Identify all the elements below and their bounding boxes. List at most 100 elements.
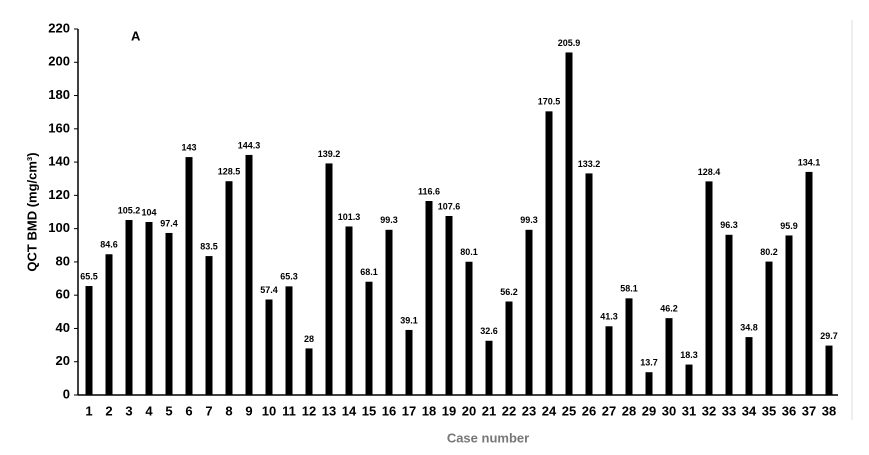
- bar: [425, 201, 433, 395]
- bar: [685, 364, 693, 395]
- bar: [305, 348, 313, 395]
- data-label: 144.3: [238, 140, 261, 150]
- x-tick-label: 32: [702, 403, 716, 418]
- y-tick-label: 60: [56, 287, 70, 302]
- bar: [365, 281, 373, 395]
- data-label: 205.9: [558, 38, 581, 48]
- bar: [785, 235, 793, 395]
- data-label: 18.3: [680, 350, 698, 360]
- data-label: 105.2: [118, 205, 141, 215]
- x-tick-label: 11: [282, 403, 296, 418]
- data-label: 34.8: [740, 322, 758, 332]
- bar: [585, 173, 593, 395]
- bar: [445, 215, 453, 395]
- x-tick-label: 24: [542, 403, 557, 418]
- x-tick-label: 15: [362, 403, 376, 418]
- data-label: 39.1: [400, 315, 418, 325]
- x-tick-label: 12: [302, 403, 316, 418]
- x-tick-label: 30: [662, 403, 676, 418]
- bar: [105, 254, 113, 395]
- data-label: 143: [181, 142, 196, 152]
- x-tick-label: 10: [262, 403, 276, 418]
- x-tick-label: 1: [85, 403, 92, 418]
- x-tick-label: 2: [105, 403, 112, 418]
- data-label: 99.3: [520, 215, 538, 225]
- bar: [485, 340, 493, 395]
- x-tick-label: 4: [145, 403, 153, 418]
- y-tick-label: 220: [48, 20, 70, 35]
- bar: [165, 232, 173, 395]
- data-label: 128.5: [218, 167, 241, 177]
- bar: [505, 301, 513, 395]
- bar: [545, 111, 553, 395]
- data-label: 41.3: [600, 312, 618, 322]
- y-tick-label: 200: [48, 54, 70, 69]
- data-label: 170.5: [538, 97, 561, 107]
- data-label: 134.1: [798, 157, 821, 167]
- data-label: 133.2: [578, 159, 601, 169]
- x-tick-label: 37: [802, 403, 816, 418]
- data-label: 28: [304, 334, 314, 344]
- x-tick-label: 21: [482, 403, 496, 418]
- y-tick-label: 40: [56, 320, 70, 335]
- y-tick-label: 20: [56, 353, 70, 368]
- x-tick-label: 18: [422, 403, 436, 418]
- data-label: 46.2: [660, 304, 678, 314]
- bar: [525, 229, 533, 395]
- bar: [185, 157, 193, 395]
- bar: [625, 298, 633, 395]
- bar: [85, 286, 93, 395]
- x-tick-label: 22: [502, 403, 516, 418]
- bar: [245, 154, 253, 395]
- x-tick-label: 17: [402, 403, 416, 418]
- y-tick-label: 0: [63, 386, 70, 401]
- data-label: 80.1: [460, 247, 478, 257]
- x-tick-label: 29: [642, 403, 656, 418]
- bar: [565, 52, 573, 395]
- data-label: 116.6: [418, 186, 440, 196]
- bar: [725, 234, 733, 395]
- x-tick-label: 20: [462, 403, 476, 418]
- y-tick-label: 80: [56, 253, 70, 268]
- x-tick-label: 9: [245, 403, 252, 418]
- data-label: 13.7: [640, 358, 658, 368]
- y-tick-label: 140: [48, 154, 70, 169]
- bar: [665, 318, 673, 395]
- x-tick-label: 27: [602, 403, 616, 418]
- bar: [225, 181, 233, 395]
- bar: [745, 337, 753, 395]
- x-tick-label: 7: [205, 403, 212, 418]
- bar: [765, 261, 773, 395]
- x-tick-label: 38: [822, 403, 836, 418]
- data-label: 96.3: [720, 220, 738, 230]
- bar: [325, 163, 333, 395]
- bar: [345, 226, 353, 395]
- data-label: 84.6: [100, 240, 118, 250]
- x-tick-label: 19: [442, 403, 456, 418]
- data-label: 80.2: [760, 247, 778, 257]
- bar: [205, 256, 213, 395]
- x-tick-label: 23: [522, 403, 536, 418]
- x-tick-label: 31: [682, 403, 696, 418]
- y-tick-label: 120: [48, 187, 70, 202]
- data-label: 128.4: [698, 167, 721, 177]
- x-tick-label: 26: [582, 403, 596, 418]
- y-tick-label: 100: [48, 220, 70, 235]
- data-label: 29.7: [820, 331, 838, 341]
- x-tick-label: 28: [622, 403, 636, 418]
- data-label: 101.3: [338, 212, 361, 222]
- bar: [265, 299, 273, 395]
- data-label: 97.4: [160, 218, 178, 228]
- bar: [285, 286, 293, 395]
- x-tick-label: 3: [125, 403, 132, 418]
- x-tick-label: 13: [322, 403, 336, 418]
- x-tick-label: 6: [185, 403, 192, 418]
- bar: [465, 261, 473, 395]
- bar: [405, 329, 413, 395]
- bar: [605, 326, 613, 395]
- y-tick-label: 160: [48, 120, 70, 135]
- y-axis-label: QCT BMD (mg/cm³): [24, 152, 39, 271]
- data-label: 104: [141, 207, 156, 217]
- data-label: 99.3: [380, 215, 398, 225]
